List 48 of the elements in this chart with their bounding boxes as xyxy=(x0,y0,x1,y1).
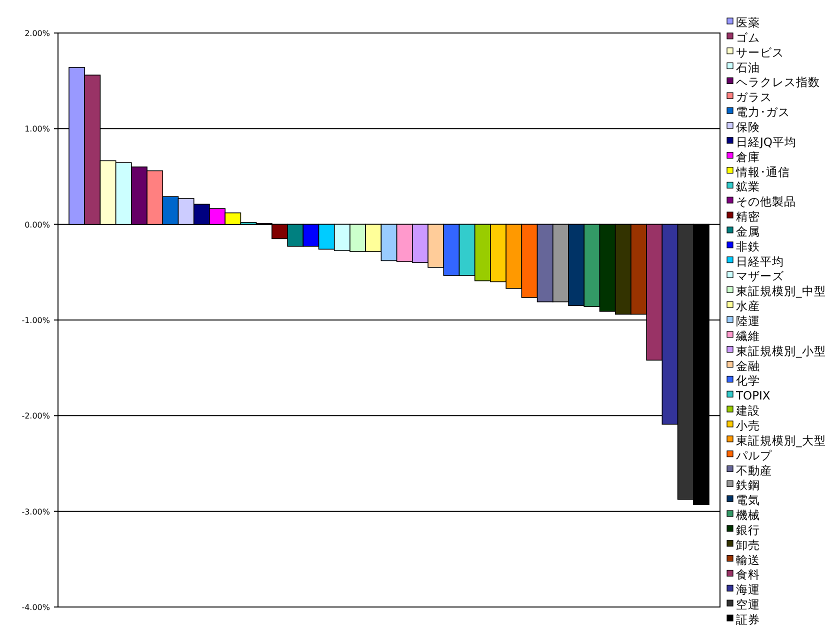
legend-label: 食料 xyxy=(736,568,760,582)
y-tick-label: -2.00% xyxy=(22,412,50,421)
legend-label: 証券 xyxy=(736,612,760,626)
legend-label: 医薬 xyxy=(736,16,760,30)
legend-label: 海運 xyxy=(736,582,760,597)
legend-label: ゴム xyxy=(736,30,760,44)
y-tick-label: -4.00% xyxy=(22,603,50,612)
y-tick-label: 1.00% xyxy=(24,124,50,134)
y-tick-label: -1.00% xyxy=(22,316,50,325)
legend-label: 金融 xyxy=(736,358,760,373)
legend-label: 鉱業 xyxy=(736,180,760,194)
legend-label: 繊維 xyxy=(735,328,760,343)
legend-label: 日経平均 xyxy=(736,254,784,268)
legend-label: ガラス xyxy=(736,90,772,104)
legend-label: 卸売 xyxy=(736,538,760,552)
legend-label: 輸送 xyxy=(736,552,760,567)
legend-label: 鉄鋼 xyxy=(736,478,760,492)
legend-label: 金属 xyxy=(736,224,760,238)
legend-label: 日経JQ平均 xyxy=(736,134,796,149)
legend-label: ヘラクレス指数 xyxy=(736,75,820,90)
legend-label: 保険 xyxy=(736,120,760,134)
legend-label: 小売 xyxy=(736,418,760,432)
y-tick-label: 2.00% xyxy=(24,29,50,38)
legend-label: 精密 xyxy=(736,210,760,224)
legend-label: 化学 xyxy=(736,374,760,388)
legend-label: 建設 xyxy=(735,404,760,418)
legend-label: パルプ xyxy=(735,448,773,462)
legend-label: 陸運 xyxy=(736,314,760,328)
legend-label: 銀行 xyxy=(736,522,760,537)
legend-label: マザーズ xyxy=(736,269,785,284)
legend-label: 非鉄 xyxy=(736,239,760,254)
legend-label: TOPIX xyxy=(735,388,770,403)
legend-label: 情報･通信 xyxy=(735,164,790,179)
legend-label: 東証規模別_小型 xyxy=(736,344,826,358)
y-tick-label: 0.00% xyxy=(24,220,50,230)
legend-label: 電気 xyxy=(736,493,760,508)
legend-label: 不動産 xyxy=(736,463,772,478)
y-tick-label: -3.00% xyxy=(22,507,50,516)
legend-label: 空運 xyxy=(736,598,760,612)
legend-label: 電力･ガス xyxy=(736,105,790,120)
legend-label: 石油 xyxy=(736,60,760,74)
legend-label: その他製品 xyxy=(736,194,796,209)
legend-label: 倉庫 xyxy=(736,150,760,164)
legend-label: 東証規模別_大型 xyxy=(736,433,826,448)
legend-label: 東証規模別_中型 xyxy=(736,284,826,298)
legend-label: 水産 xyxy=(736,299,760,314)
legend-label: 機械 xyxy=(736,508,760,522)
legend-label: サービス xyxy=(736,45,784,60)
